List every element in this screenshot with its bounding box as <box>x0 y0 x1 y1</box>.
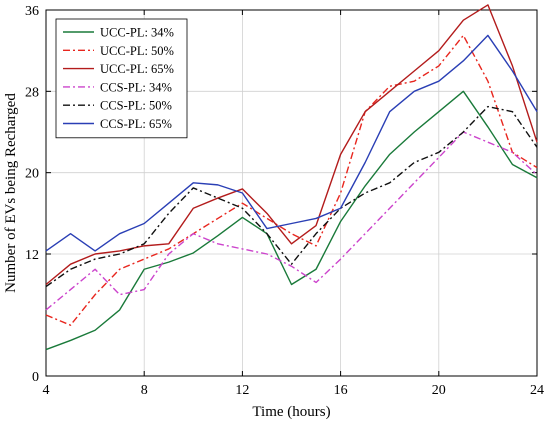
y-tick-label: 28 <box>25 85 39 100</box>
series-line <box>45 34 538 252</box>
series-line <box>45 90 538 351</box>
legend-label: UCC-PL: 50% <box>100 44 174 58</box>
y-axis-title: Number of EVs being Recharged <box>3 93 19 293</box>
y-tick-label: 12 <box>25 248 39 263</box>
legend-label: UCC-PL: 34% <box>100 26 174 40</box>
legend-label: CCS-PL: 34% <box>100 80 172 94</box>
x-tick-label: 16 <box>334 383 348 398</box>
plot-area-frame <box>45 9 538 377</box>
series-line <box>45 34 538 326</box>
legend: UCC-PL: 34% UCC-PL: 50% UCC-PL: 65% CCS-PL:… <box>55 18 188 139</box>
x-tick-label: 4 <box>43 383 50 398</box>
series-lines <box>45 4 538 351</box>
legend-label: UCC-PL: 65% <box>100 62 174 76</box>
x-tick-label: 8 <box>141 383 148 398</box>
x-tick-label: 20 <box>432 383 446 398</box>
series-line <box>45 4 538 286</box>
legend-label: CCS-PL: 50% <box>100 99 172 113</box>
y-tick-label: 20 <box>25 167 39 182</box>
legend-box <box>55 18 188 139</box>
y-tick-label: 0 <box>32 370 39 385</box>
axis-ticks <box>45 9 538 377</box>
y-tick-label: 36 <box>25 4 39 19</box>
legend-label: CCS-PL: 65% <box>100 117 172 131</box>
x-tick-label: 24 <box>530 383 544 398</box>
x-axis-title: Time (hours) <box>252 404 330 420</box>
tick-labels: 4 8 12 16 20 24 0 12 20 28 36 <box>25 4 544 398</box>
series-line <box>45 131 538 311</box>
x-tick-label: 12 <box>235 383 249 398</box>
series-line <box>45 105 538 288</box>
